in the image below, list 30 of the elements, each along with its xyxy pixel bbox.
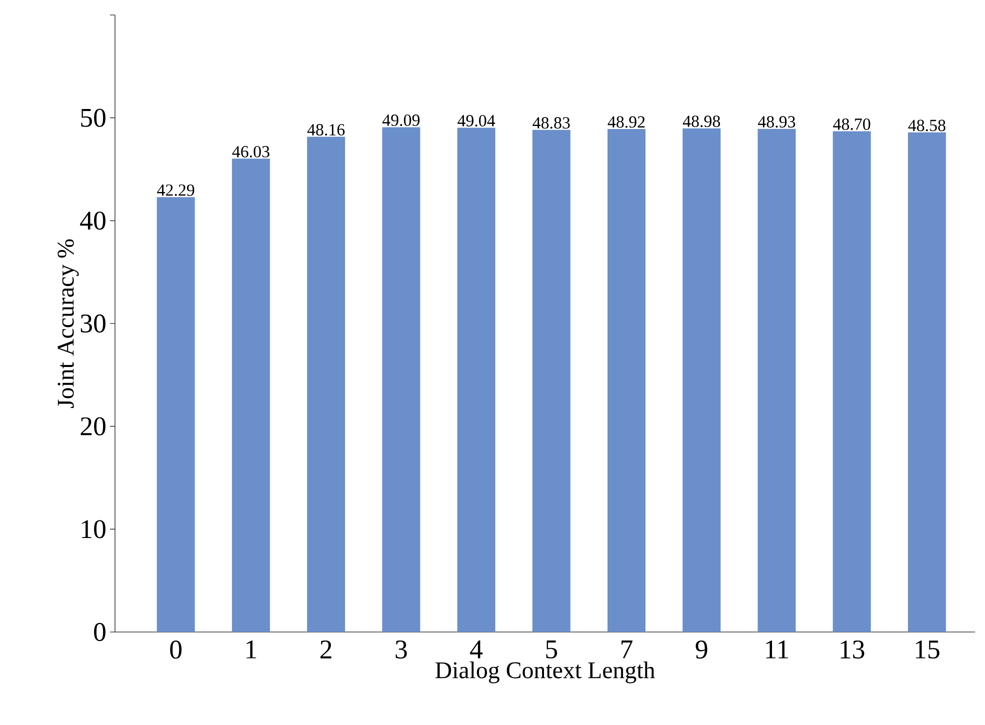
x-tick-label: 15: [916, 640, 940, 659]
x-tick-label: 3: [396, 640, 407, 659]
y-tick-label: 40: [80, 212, 106, 230]
y-tick-label: 0: [94, 622, 106, 642]
data-label: 49.09: [382, 114, 420, 126]
data-label: 49.04: [458, 115, 496, 126]
data-label: 48.98: [682, 116, 720, 128]
x-axis-title: Dialog Context Length: [435, 662, 655, 684]
y-axis-title: Joint Accuracy %: [58, 239, 79, 408]
y-tick-label: 30: [80, 314, 106, 333]
x-tick-label: 13: [840, 640, 864, 659]
x-tick-label: 5: [546, 640, 558, 658]
data-label: 48.70: [833, 118, 870, 130]
x-tick-label: 0: [170, 640, 182, 659]
data-label: 46.03: [232, 146, 270, 158]
data-label: 48.83: [532, 117, 570, 129]
x-tick-label: 4: [470, 640, 483, 658]
data-label: 42.29: [157, 184, 194, 196]
x-tick-label: 9: [696, 640, 708, 659]
y-tick-label: 50: [81, 108, 106, 127]
data-label: 48.93: [758, 116, 796, 128]
y-tick-label: 20: [80, 417, 106, 436]
data-label: 48.16: [307, 124, 345, 136]
x-tick-label: 1: [246, 640, 256, 658]
y-tick-label: 10: [82, 520, 106, 538]
data-label: 48.58: [908, 120, 946, 132]
x-tick-label: 2: [320, 640, 332, 658]
x-tick-label: 11: [766, 640, 788, 658]
data-label: 48.92: [608, 116, 645, 128]
x-tick-label: 7: [622, 640, 632, 658]
